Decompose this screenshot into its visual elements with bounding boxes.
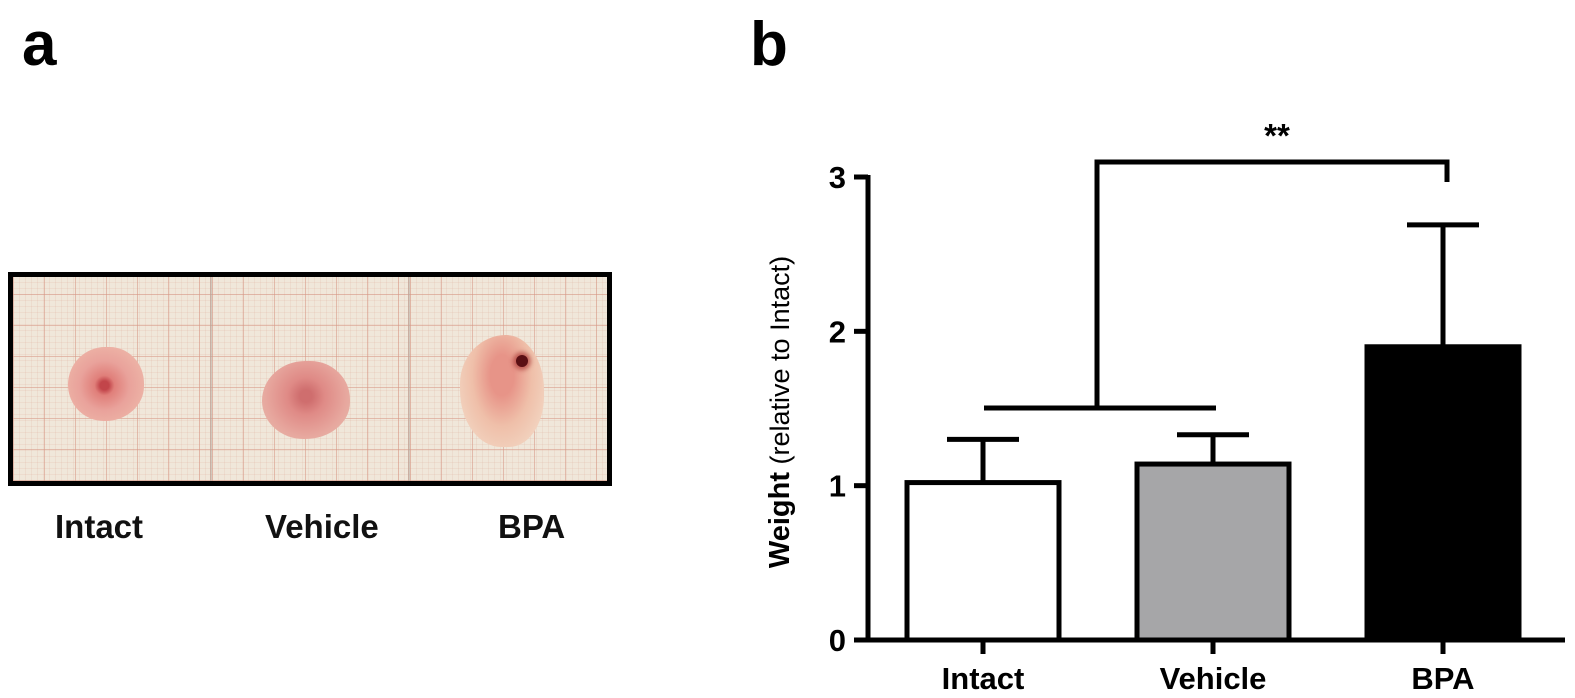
photo-tile-bpa: [410, 277, 608, 481]
tissue-sample-vehicle: [261, 361, 350, 439]
photo-caption-bpa: BPA: [498, 508, 566, 545]
photo-caption-vehicle: Vehicle: [265, 508, 379, 545]
photo-tile-vehicle: [211, 277, 411, 481]
tissue-photo: [8, 272, 612, 486]
significance-label: **: [1264, 117, 1290, 154]
bar-intact: [904, 480, 1062, 643]
y-tick-label: 1: [829, 469, 846, 504]
panel-a-label: a: [22, 10, 57, 79]
x-tick-label: BPA: [1411, 661, 1474, 696]
panel-b-label: b: [750, 10, 788, 79]
tissue-sample-intact: [68, 347, 144, 421]
y-tick-label: 3: [829, 160, 846, 195]
photo-tile-intact: [13, 277, 212, 481]
y-tick-label: 2: [829, 314, 846, 349]
photo-caption-intact: Intact: [55, 508, 144, 545]
x-tick-label: Intact: [942, 661, 1025, 696]
tissue-sample-bpa: [460, 335, 545, 447]
bar-bpa: [1364, 344, 1522, 643]
y-tick-label: 0: [829, 623, 846, 658]
y-axis-label-bold: Weight: [764, 472, 796, 568]
y-axis-label-rest: (relative to Intact): [765, 256, 795, 472]
x-tick-label: Vehicle: [1160, 661, 1267, 696]
significance-bracket: [1094, 159, 1450, 408]
bar-vehicle: [1134, 461, 1292, 643]
y-axis-label: Weight (relative to Intact): [764, 256, 796, 568]
tissue-spot: [516, 355, 529, 367]
